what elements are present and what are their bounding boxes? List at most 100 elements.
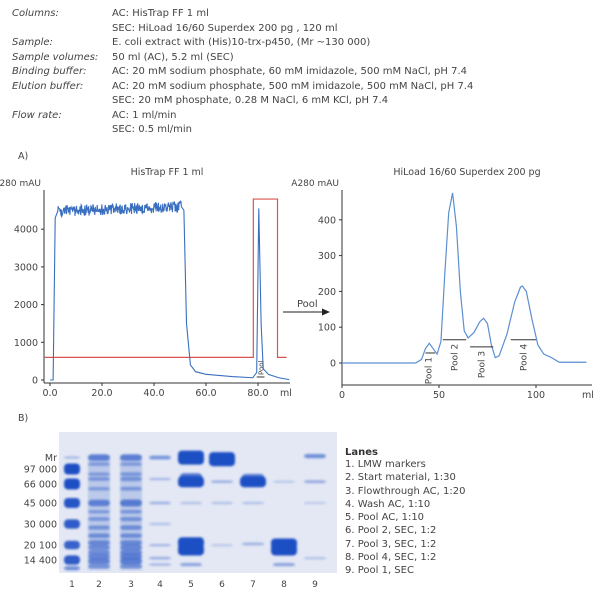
gel-band [242, 502, 264, 504]
spec-value: AC: 1 ml/min [112, 110, 176, 121]
spec-value: SEC: 20 mM phosphate, 0.28 M NaCl, 6 mM … [112, 95, 388, 106]
pool-label: Pool 1 [424, 357, 434, 384]
gel-band [64, 566, 80, 570]
gel-smear [88, 455, 110, 570]
y-tick-label: 200 [318, 287, 336, 298]
lane-number: 3 [128, 580, 134, 590]
lane-legend-item: 2. Start material, 1:30 [345, 471, 465, 484]
chart-title: HiLoad 16/60 Superdex 200 pg [393, 167, 540, 178]
x-axis-label: ml [582, 390, 594, 401]
gel-band [64, 479, 80, 490]
gel-band [211, 544, 233, 546]
spec-label: Elution buffer: [12, 81, 83, 92]
panel-b-label: B) [18, 413, 28, 424]
gel-band [209, 455, 235, 466]
gel-band [64, 541, 80, 550]
lane-legend-item: 8. Pool 4, SEC, 1:2 [345, 551, 465, 564]
lane-legend-item: 4. Wash AC, 1:10 [345, 498, 465, 511]
spec-value: SEC: HiLoad 16/60 Superdex 200 pg , 120 … [112, 23, 337, 34]
series-line [342, 193, 586, 363]
lane-number: 1 [69, 580, 75, 590]
marker-label: 30 000 [24, 520, 57, 531]
chromatograms: HisTrap FF 1 mlA280 mAUml010002000300040… [0, 160, 605, 410]
x-tick-label: 20.0 [91, 388, 112, 399]
gel-band [64, 555, 80, 564]
y-axis-label: A280 mAU [291, 179, 339, 189]
gel-band [178, 454, 204, 465]
x-tick-label: 100 [527, 390, 545, 401]
marker-label: 45 000 [24, 499, 57, 510]
lane-number: 6 [219, 580, 225, 590]
marker-label: 66 000 [24, 480, 57, 491]
lane-legend-item: 1. LMW markers [345, 458, 465, 471]
pool-arrow: Pool [283, 299, 330, 316]
lane-legend-item: 3. Flowthrough AC, 1:20 [345, 485, 465, 498]
pool-label: Pool 3 [478, 351, 488, 378]
lane-number: 5 [188, 580, 194, 590]
gel-band [149, 557, 171, 560]
y-tick-label: 400 [318, 215, 336, 226]
gel-band [149, 563, 171, 565]
y-tick-label: 0 [330, 359, 336, 370]
x-axis-label: ml [280, 388, 292, 399]
spec-value: SEC: 0.5 ml/min [112, 124, 192, 135]
pool-arrow-label: Pool [297, 299, 318, 310]
lane-number: 7 [250, 580, 256, 590]
sds-page-gel: 1 2 3 4 5 6 7 8 9 Mr97 000 66 000 45 000 30 000 20 10… [0, 425, 605, 599]
gel-band [178, 476, 204, 487]
y-tick-label: 4000 [14, 225, 38, 236]
gel-band [271, 544, 297, 555]
x-tick-label: 0.0 [42, 388, 57, 399]
gel-band [304, 502, 326, 504]
gel-band [64, 456, 80, 458]
gel-band [180, 563, 202, 566]
gel-band [273, 481, 295, 483]
gel-band [149, 544, 171, 546]
lane-number: 8 [281, 580, 287, 590]
arrow-head-icon [322, 309, 330, 316]
gel-band [273, 563, 295, 566]
lane-legend-item: 5. Pool AC, 1:10 [345, 511, 465, 524]
gel-band [64, 464, 80, 475]
y-tick-label: 300 [318, 251, 336, 262]
y-tick-label: 0 [32, 376, 38, 387]
lane-legend-item: 9. Pool 1, SEC [345, 564, 465, 577]
marker-label: 97 000 [24, 465, 57, 476]
lanes-legend-title: Lanes [345, 447, 465, 458]
lanes-legend: Lanes 1. LMW markers 2. Start material, 1… [345, 447, 465, 578]
pool-label: Pool 2 [451, 344, 461, 371]
histrap-chart: HisTrap FF 1 ml A280 mAU ml 0 1000 2000 3000 40… [0, 167, 292, 399]
mr-header: Mr [45, 453, 57, 464]
gel-band [211, 502, 233, 504]
spec-label: Flow rate: [12, 110, 62, 121]
lane-legend-item: 6. Pool 2, SEC, 1:2 [345, 524, 465, 537]
x-tick-label: 50 [433, 390, 445, 401]
gel-band [64, 498, 80, 508]
gel-band [240, 476, 266, 487]
gel-band [149, 502, 171, 505]
lane-number: 4 [157, 580, 163, 590]
marker-label: 20 100 [24, 541, 57, 552]
gel-band [149, 478, 171, 480]
x-tick-label: 80.0 [247, 388, 268, 399]
pool-label: Pool [258, 360, 266, 375]
gel-band [178, 544, 204, 555]
spec-label: Binding buffer: [12, 66, 87, 77]
spec-label: Sample: [12, 37, 53, 48]
x-tick-label: 60.0 [195, 388, 216, 399]
x-tick-label: 0 [339, 390, 345, 401]
gel-band [149, 523, 171, 525]
gel-band [149, 456, 171, 460]
gel-band [304, 480, 326, 483]
y-axis-label: A280 mAU [0, 179, 41, 189]
y-tick-label: 2000 [14, 300, 38, 311]
spec-value: 50 ml (AC), 5.2 ml (SEC) [112, 52, 234, 63]
gel-band [242, 543, 264, 546]
gel-band [211, 480, 233, 483]
gel-band [304, 557, 326, 559]
spec-label: Columns: [12, 8, 59, 19]
y-tick-label: 100 [318, 323, 336, 334]
marker-label: 14 400 [24, 556, 57, 567]
spec-value: AC: HisTrap FF 1 ml [112, 8, 209, 19]
x-tick-label: 40.0 [143, 388, 164, 399]
